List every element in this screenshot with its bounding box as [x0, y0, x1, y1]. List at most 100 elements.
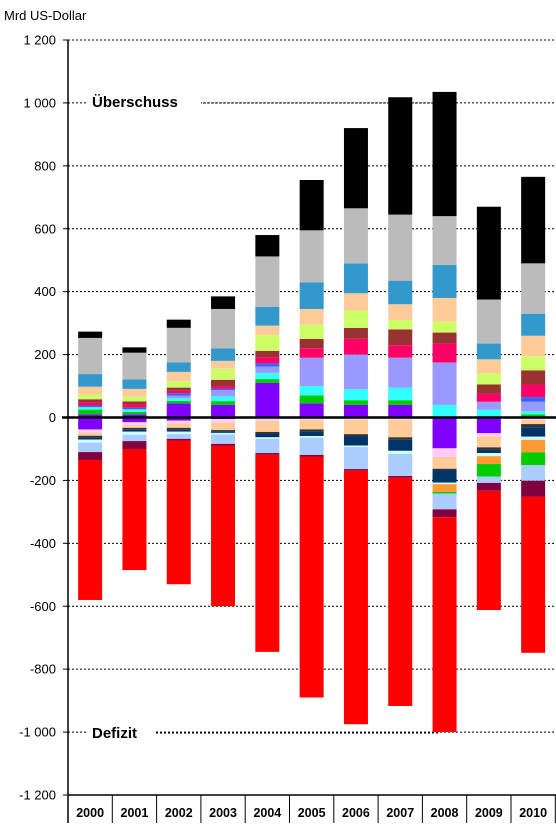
surplus-bar-segment [166, 371, 191, 382]
deficit-bar-segment [432, 492, 457, 494]
deficit-bar-segment [122, 434, 147, 442]
surplus-bar-segment [211, 396, 236, 402]
surplus-bar-segment [476, 393, 501, 402]
surplus-bar-segment [255, 357, 280, 364]
y-axis-ticks: 1 200 1 000 800 600 400 200 0 -200 -400 -600 -800 -… [19, 33, 68, 803]
deficit-bar-segment [476, 449, 501, 454]
x-tick-label: 2001 [121, 806, 149, 820]
surplus-bar-segment [78, 331, 103, 338]
x-tick-label: 2003 [209, 806, 237, 820]
deficit-bar-segment [343, 418, 368, 421]
deficit-bar-segment [476, 456, 501, 465]
deficit-bar-segment [255, 418, 280, 421]
deficit-bar-segment [211, 430, 236, 432]
deficit-bar-segment [521, 420, 546, 425]
x-axis-labels: 2000 2001 2002 2003 2004 2005 2006 2007 2008 2009… [76, 806, 547, 820]
deficit-bar-segment [432, 417, 457, 449]
surplus-bar-segment [432, 297, 457, 322]
deficit-bar-segment [122, 429, 147, 432]
surplus-bar-segment [521, 414, 546, 418]
x-tick-label: 2005 [298, 806, 326, 820]
surplus-bar-segment [255, 256, 280, 307]
deficit-bar-segment [521, 465, 546, 481]
surplus-bar-segment [388, 329, 413, 346]
surplus-bar-segment [432, 362, 457, 405]
surplus-bar-segment [299, 395, 324, 404]
surplus-bar-segment [166, 393, 191, 396]
surplus-label-background [86, 90, 201, 112]
deficit-label: Defizit [92, 725, 137, 742]
surplus-bar-segment [255, 325, 280, 336]
surplus-bar-segment [211, 388, 236, 391]
surplus-bar-segment [521, 411, 546, 415]
surplus-bar-segment [343, 400, 368, 405]
surplus-bar-segment [476, 206, 501, 300]
surplus-bar-segment [255, 366, 280, 373]
y-tick-label: -600 [30, 599, 56, 614]
deficit-bar-segment [211, 434, 236, 444]
deficit-bar-segment [432, 484, 457, 493]
surplus-bar-segment [78, 337, 103, 375]
deficit-bar-segment [122, 422, 147, 426]
surplus-bar-segment [299, 179, 324, 231]
deficit-bar-segment [255, 454, 280, 652]
surplus-bar-segment [299, 348, 324, 358]
surplus-bar-segment [166, 327, 191, 363]
x-tick-label: 2006 [342, 806, 370, 820]
deficit-bar-segment [299, 431, 324, 437]
surplus-bar-segment [343, 338, 368, 355]
surplus-bar-segment [476, 373, 501, 385]
surplus-bar-segment [78, 394, 103, 400]
surplus-bar-segment [166, 319, 191, 328]
surplus-bar-segment [122, 414, 147, 418]
surplus-bar-segment [388, 214, 413, 281]
deficit-bar-segment [78, 459, 103, 600]
deficit-bar-segment [299, 437, 324, 455]
plot-frame [62, 39, 556, 823]
x-tick-label: 2008 [431, 806, 459, 820]
surplus-bar-segment [122, 347, 147, 353]
deficit-bar-segment [432, 456, 457, 469]
surplus-bar-segment [343, 354, 368, 390]
y-tick-label: 600 [34, 221, 56, 236]
deficit-bar-segment [432, 493, 457, 510]
deficit-bar-segment [299, 454, 324, 457]
deficit-bar-segment [255, 420, 280, 432]
surplus-bar-segment [211, 401, 236, 405]
y-tick-label: 1 200 [23, 33, 56, 48]
surplus-bar-segment [299, 403, 324, 418]
deficit-bar-segment [78, 435, 103, 438]
surplus-bar-segment [388, 404, 413, 418]
surplus-bar-segment [388, 387, 413, 401]
deficit-bar-segment [343, 469, 368, 471]
deficit-bar-segment [211, 431, 236, 433]
deficit-bar-segment [166, 440, 191, 585]
deficit-bar-segment [255, 433, 280, 438]
deficit-bar-segment [78, 417, 103, 430]
surplus-bar-segment [299, 282, 324, 309]
surplus-label: Überschuss [92, 94, 178, 111]
surplus-bar-segment [211, 379, 236, 387]
surplus-bar-segment [299, 324, 324, 339]
deficit-bar-segment [432, 517, 457, 733]
y-tick-label: -1 000 [19, 725, 56, 740]
surplus-bar-segment [432, 91, 457, 217]
deficit-bar-segment [432, 482, 457, 485]
deficit-bar-segment [166, 420, 191, 424]
x-tick-label: 2007 [386, 806, 414, 820]
deficit-bar-segment [476, 476, 501, 483]
bar-segments [78, 91, 546, 733]
surplus-bar-segment [122, 396, 147, 402]
surplus-bar-segment [122, 411, 147, 415]
deficit-bar-segment [521, 427, 546, 437]
surplus-bar-segment [432, 321, 457, 333]
surplus-bar-segment [166, 390, 191, 394]
x-tick-label: 2004 [253, 806, 281, 820]
surplus-bar-segment [343, 208, 368, 264]
deficit-bar-segment [432, 509, 457, 518]
deficit-bar-segment [388, 437, 413, 440]
surplus-bar-segment [211, 368, 236, 380]
deficit-bar-segment [122, 441, 147, 449]
deficit-bar-segment [166, 431, 191, 435]
surplus-bar-segment [78, 409, 103, 415]
